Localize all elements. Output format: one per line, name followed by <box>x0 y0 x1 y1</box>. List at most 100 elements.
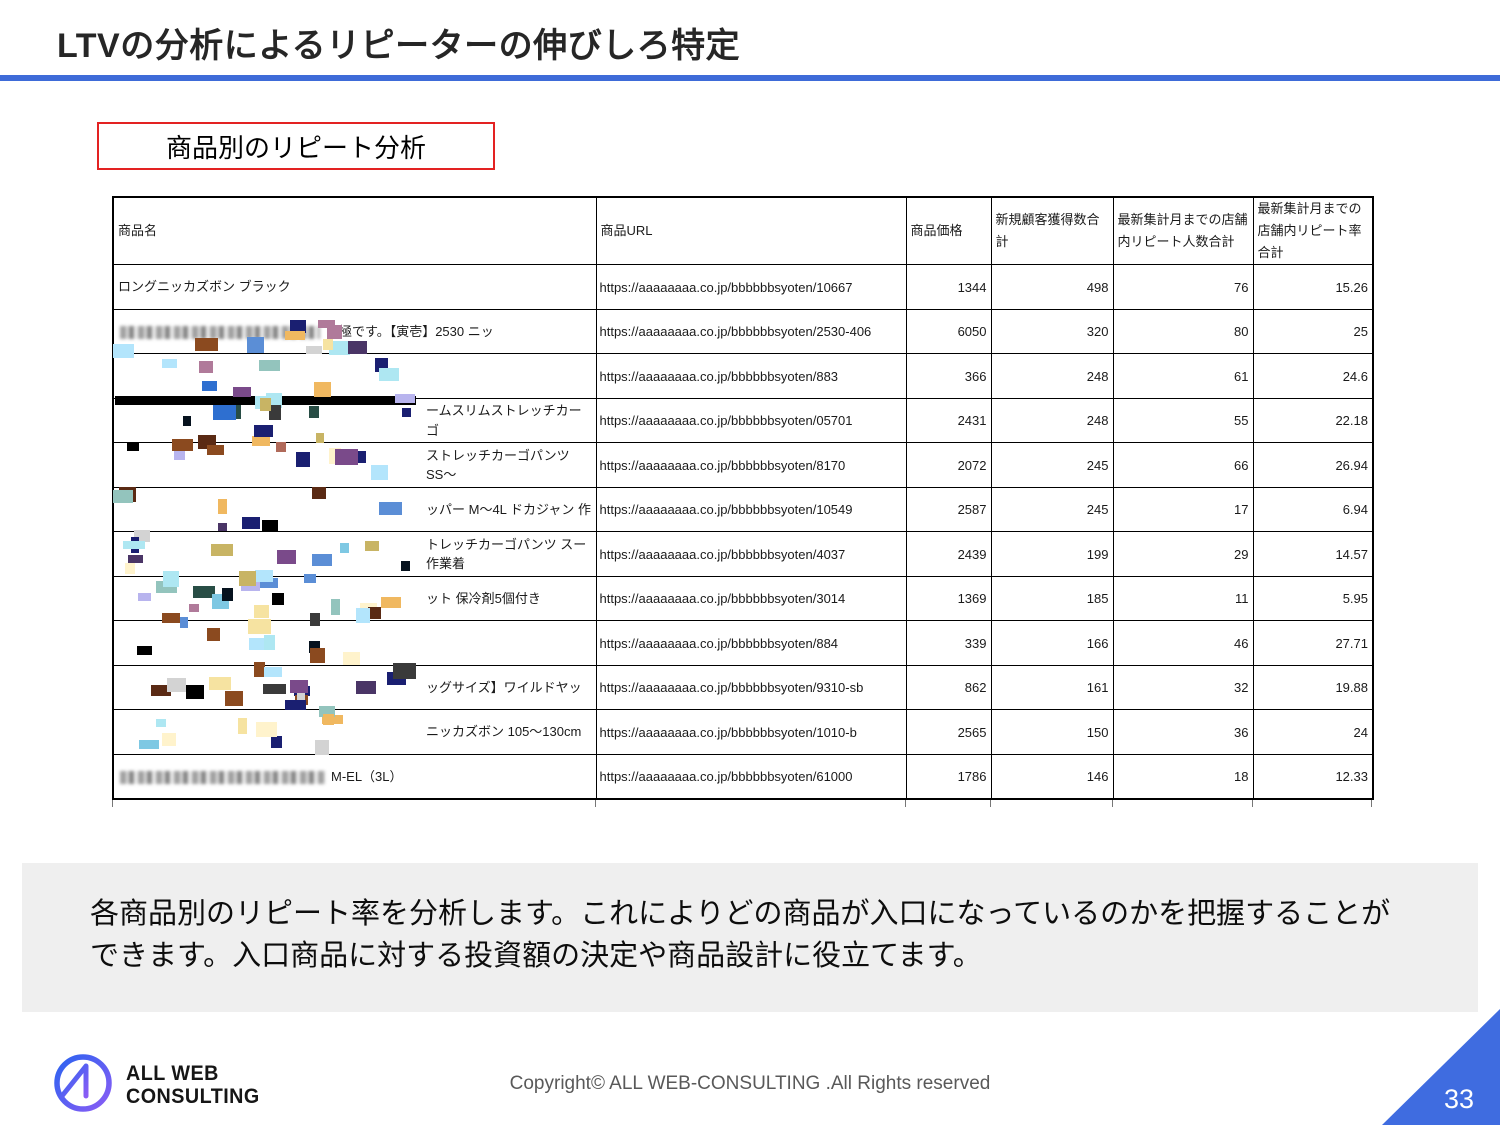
cut-line <box>1252 800 1253 807</box>
header-cell: 商品URL <box>595 196 907 266</box>
table-row: トレッチカーゴパンツ スー 作業着 https://aaaaaaaa.co.jp/b… <box>112 531 1374 577</box>
repeat-count-cell: 80 <box>1112 308 1254 355</box>
table-body: ロングニッカズボン ブラック https://aaaaaaaa.co.jp/bbb… <box>112 264 1374 800</box>
repeat-rate-cell: 12.33 <box>1252 753 1374 800</box>
product-url-cell: https://aaaaaaaa.co.jp/bbbbbbsyoten/8170 <box>595 442 907 488</box>
redacted-text-blur <box>120 325 320 339</box>
repeat-rate-cell: 14.57 <box>1252 531 1374 577</box>
logo-line1: ALL WEB <box>126 1061 219 1085</box>
table-row: ッパー M〜4L ドカジャン 作 https://aaaaaaaa.co.jp/b… <box>112 486 1374 533</box>
price-cell: 862 <box>905 664 992 711</box>
repeat-rate-cell: 27.71 <box>1252 620 1374 666</box>
new-customers-cell: 185 <box>990 575 1114 622</box>
logo-text: ALL WEB CONSULTING <box>126 1061 260 1108</box>
price-cell: 2565 <box>905 709 992 755</box>
page-title: LTVの分析によるリピーターの伸びしろ特定 <box>57 27 741 65</box>
product-name-text: つ極です。【寅壱】2530 ニッ <box>326 323 494 339</box>
product-name-cell: ロングニッカズボン ブラック <box>112 264 597 310</box>
product-url-cell: https://aaaaaaaa.co.jp/bbbbbbsyoten/2530… <box>595 308 907 355</box>
product-name-cell: ニッカズボン 105〜130cm <box>112 709 597 755</box>
description-box: 各商品別のリピート率を分析します。これによりどの商品が入口になっているのかを把握… <box>22 863 1478 1012</box>
price-cell: 2072 <box>905 442 992 488</box>
table-row: ームスリムストレッチカーゴ https://aaaaaaaa.co.jp/bbbb… <box>112 397 1374 444</box>
header-cell: 最新集計月までの店舗内リピート人数合計 <box>1112 196 1254 266</box>
new-customers-cell: 150 <box>990 709 1114 755</box>
product-name-cell: ストレッチカーゴパンツ SS〜 <box>112 442 597 488</box>
repeat-rate-cell: 19.88 <box>1252 664 1374 711</box>
table-row: ニッカズボン 105〜130cm https://aaaaaaaa.co.jp/b… <box>112 709 1374 755</box>
product-url-cell: https://aaaaaaaa.co.jp/bbbbbbsyoten/4037 <box>595 531 907 577</box>
cut-line <box>905 800 906 807</box>
header-cell: 最新集計月までの店舗内リピート率合計 <box>1252 196 1374 266</box>
new-customers-cell: 199 <box>990 531 1114 577</box>
new-customers-cell: 166 <box>990 620 1114 666</box>
product-url-cell: https://aaaaaaaa.co.jp/bbbbbbsyoten/1066… <box>595 264 907 310</box>
product-name-cell: ームスリムストレッチカーゴ <box>112 397 597 444</box>
table-row: つ極です。【寅壱】2530 ニッ https://aaaaaaaa.co.jp/b… <box>112 308 1374 355</box>
cut-line <box>1112 800 1113 807</box>
section-label-box: 商品別のリピート分析 <box>97 122 495 170</box>
cut-line <box>990 800 991 807</box>
repeat-rate-cell: 15.26 <box>1252 264 1374 310</box>
new-customers-cell: 320 <box>990 308 1114 355</box>
repeat-count-cell: 76 <box>1112 264 1254 310</box>
price-cell: 2587 <box>905 486 992 533</box>
product-url-cell: https://aaaaaaaa.co.jp/bbbbbbsyoten/1054… <box>595 486 907 533</box>
page-number: 33 <box>1443 1084 1474 1114</box>
header-cell: 商品名 <box>112 196 597 266</box>
product-name-cell <box>112 353 597 399</box>
product-name-text: ット 保冷剤5個付き <box>426 590 541 606</box>
price-cell: 2439 <box>905 531 992 577</box>
product-name-cell: ット 保冷剤5個付き <box>112 575 597 622</box>
product-name-cell: トレッチカーゴパンツ スー 作業着 <box>112 531 597 577</box>
new-customers-cell: 248 <box>990 397 1114 444</box>
product-url-cell: https://aaaaaaaa.co.jp/bbbbbbsyoten/9310… <box>595 664 907 711</box>
redacted-text-blur <box>120 770 325 784</box>
product-url-cell: https://aaaaaaaa.co.jp/bbbbbbsyoten/1010… <box>595 709 907 755</box>
table-row: ット 保冷剤5個付き https://aaaaaaaa.co.jp/bbbbbbs… <box>112 575 1374 622</box>
repeat-count-cell: 61 <box>1112 353 1254 399</box>
product-url-cell: https://aaaaaaaa.co.jp/bbbbbbsyoten/883 <box>595 353 907 399</box>
title-divider <box>0 75 1500 81</box>
product-name-text: ッパー M〜4L ドカジャン 作 <box>426 501 591 517</box>
repeat-count-cell: 29 <box>1112 531 1254 577</box>
price-cell: 1369 <box>905 575 992 622</box>
product-name-text: ッグサイズ】ワイルドヤッ <box>426 679 582 695</box>
repeat-rate-cell: 25 <box>1252 308 1374 355</box>
price-cell: 2431 <box>905 397 992 444</box>
product-url-cell: https://aaaaaaaa.co.jp/bbbbbbsyoten/3014 <box>595 575 907 622</box>
product-url-cell: https://aaaaaaaa.co.jp/bbbbbbsyoten/884 <box>595 620 907 666</box>
product-name-cell: ッグサイズ】ワイルドヤッ <box>112 664 597 711</box>
repeat-count-cell: 18 <box>1112 753 1254 800</box>
price-cell: 6050 <box>905 308 992 355</box>
product-url-cell: https://aaaaaaaa.co.jp/bbbbbbsyoten/0570… <box>595 397 907 444</box>
product-name-text: トレッチカーゴパンツ スー <box>426 536 587 552</box>
logo-mark-icon <box>52 1052 114 1119</box>
price-cell: 366 <box>905 353 992 399</box>
repeat-rate-cell: 26.94 <box>1252 442 1374 488</box>
table-row: ロングニッカズボン ブラック https://aaaaaaaa.co.jp/bbb… <box>112 264 1374 310</box>
repeat-rate-cell: 6.94 <box>1252 486 1374 533</box>
new-customers-cell: 498 <box>990 264 1114 310</box>
repeat-rate-cell: 22.18 <box>1252 397 1374 444</box>
repeat-count-cell: 66 <box>1112 442 1254 488</box>
table-row: https://aaaaaaaa.co.jp/bbbbbbsyoten/884 3… <box>112 620 1374 666</box>
product-name-text: ニッカズボン 105〜130cm <box>426 724 582 740</box>
repeat-analysis-table: 商品名 商品URL 商品価格 新規顧客獲得数合計 最新集計月までの店舗内リピート人数合計… <box>112 196 1374 800</box>
product-name-cell <box>112 620 597 666</box>
new-customers-cell: 146 <box>990 753 1114 800</box>
table-row: ストレッチカーゴパンツ SS〜 https://aaaaaaaa.co.jp/bb… <box>112 442 1374 488</box>
product-name-cell: つ極です。【寅壱】2530 ニッ <box>112 308 597 355</box>
product-name-cell: M-EL（3L） <box>112 753 597 800</box>
page-corner-triangle <box>1382 1009 1500 1125</box>
table-row: M-EL（3L） https://aaaaaaaa.co.jp/bbbbbbsyo… <box>112 753 1374 800</box>
repeat-count-cell: 32 <box>1112 664 1254 711</box>
product-name-cell: ッパー M〜4L ドカジャン 作 <box>112 486 597 533</box>
product-name-text: ームスリムストレッチカーゴ <box>426 403 582 438</box>
repeat-rate-cell: 24 <box>1252 709 1374 755</box>
new-customers-cell: 161 <box>990 664 1114 711</box>
product-name-text: M-EL（3L） <box>331 768 403 784</box>
logo-line2: CONSULTING <box>126 1084 260 1108</box>
price-cell: 1344 <box>905 264 992 310</box>
